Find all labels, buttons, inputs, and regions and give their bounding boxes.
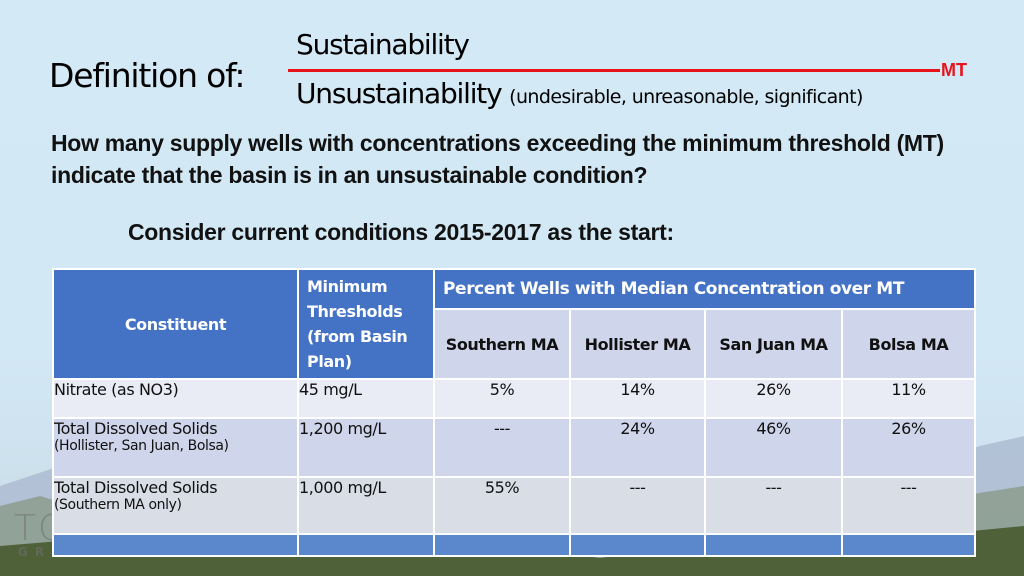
header-southern-ma: Southern MA <box>433 308 571 380</box>
cell-san-juan-ma: 26% <box>704 378 843 419</box>
denominator-note: (undesirable, unreasonable, significant) <box>509 86 863 108</box>
constituent-note: (Hollister, San Juan, Bolsa) <box>54 438 229 454</box>
cell-hollister-ma: 24% <box>569 417 706 478</box>
header-hollister-ma: Hollister MA <box>569 308 706 380</box>
footer-cell <box>569 533 706 557</box>
cell-southern-ma: 55% <box>433 476 571 535</box>
cell-southern-ma: 5% <box>433 378 571 419</box>
cell-southern-ma: --- <box>433 417 571 478</box>
footer-cell <box>297 533 435 557</box>
question-text: How many supply wells with concentration… <box>51 130 944 188</box>
constituent-name: Total Dissolved Solids <box>54 419 218 438</box>
thresholds-table: Constituent Minimum Thresholds (from Bas… <box>52 268 976 557</box>
header-percent-wells: Percent Wells with Median Concentration … <box>433 268 976 310</box>
footer-cell <box>841 533 976 557</box>
constituent-note: (Southern MA only) <box>54 497 182 513</box>
footer-cell <box>433 533 571 557</box>
header-constituent: Constituent <box>52 268 299 380</box>
cell-hollister-ma: 14% <box>569 378 706 419</box>
footer-cell <box>52 533 299 557</box>
header-san-juan-ma: San Juan MA <box>704 308 843 380</box>
cell-threshold: 1,200 mg/L <box>297 417 435 478</box>
cell-bolsa-ma: 11% <box>841 378 976 419</box>
footer-cell <box>704 533 843 557</box>
table-row-tds-1000: Total Dissolved Solids (Southern MA only… <box>52 476 976 535</box>
fraction-numerator: Sustainability <box>296 28 470 61</box>
cell-bolsa-ma: 26% <box>841 417 976 478</box>
table-row-tds-1200: Total Dissolved Solids (Hollister, San J… <box>52 417 976 478</box>
cell-constituent: Nitrate (as NO3) <box>52 378 299 419</box>
cell-san-juan-ma: --- <box>704 476 843 535</box>
denominator-text: Unsustainability <box>296 77 503 110</box>
mt-label: MT <box>941 60 967 80</box>
cell-bolsa-ma: --- <box>841 476 976 535</box>
header-bolsa-ma: Bolsa MA <box>841 308 976 380</box>
constituent-name: Total Dissolved Solids <box>54 478 218 497</box>
cell-hollister-ma: --- <box>569 476 706 535</box>
cell-threshold: 1,000 mg/L <box>297 476 435 535</box>
cell-san-juan-ma: 46% <box>704 417 843 478</box>
fraction-line-mt <box>288 69 940 72</box>
fraction-denominator: Unsustainability (undesirable, unreasona… <box>296 77 863 110</box>
logo-watermark-subtext: GRO <box>18 545 69 559</box>
table-footer-row <box>52 533 976 557</box>
header-min-thresholds: Minimum Thresholds (from Basin Plan) <box>297 268 435 380</box>
cell-threshold: 45 mg/L <box>297 378 435 419</box>
table-row-nitrate: Nitrate (as NO3) 45 mg/L 5% 14% 26% 11% <box>52 378 976 419</box>
cell-constituent: Total Dissolved Solids (Hollister, San J… <box>52 417 299 478</box>
consider-text: Consider current conditions 2015-2017 as… <box>128 219 674 245</box>
definition-label: Definition of: <box>49 56 245 95</box>
cell-constituent: Total Dissolved Solids (Southern MA only… <box>52 476 299 535</box>
